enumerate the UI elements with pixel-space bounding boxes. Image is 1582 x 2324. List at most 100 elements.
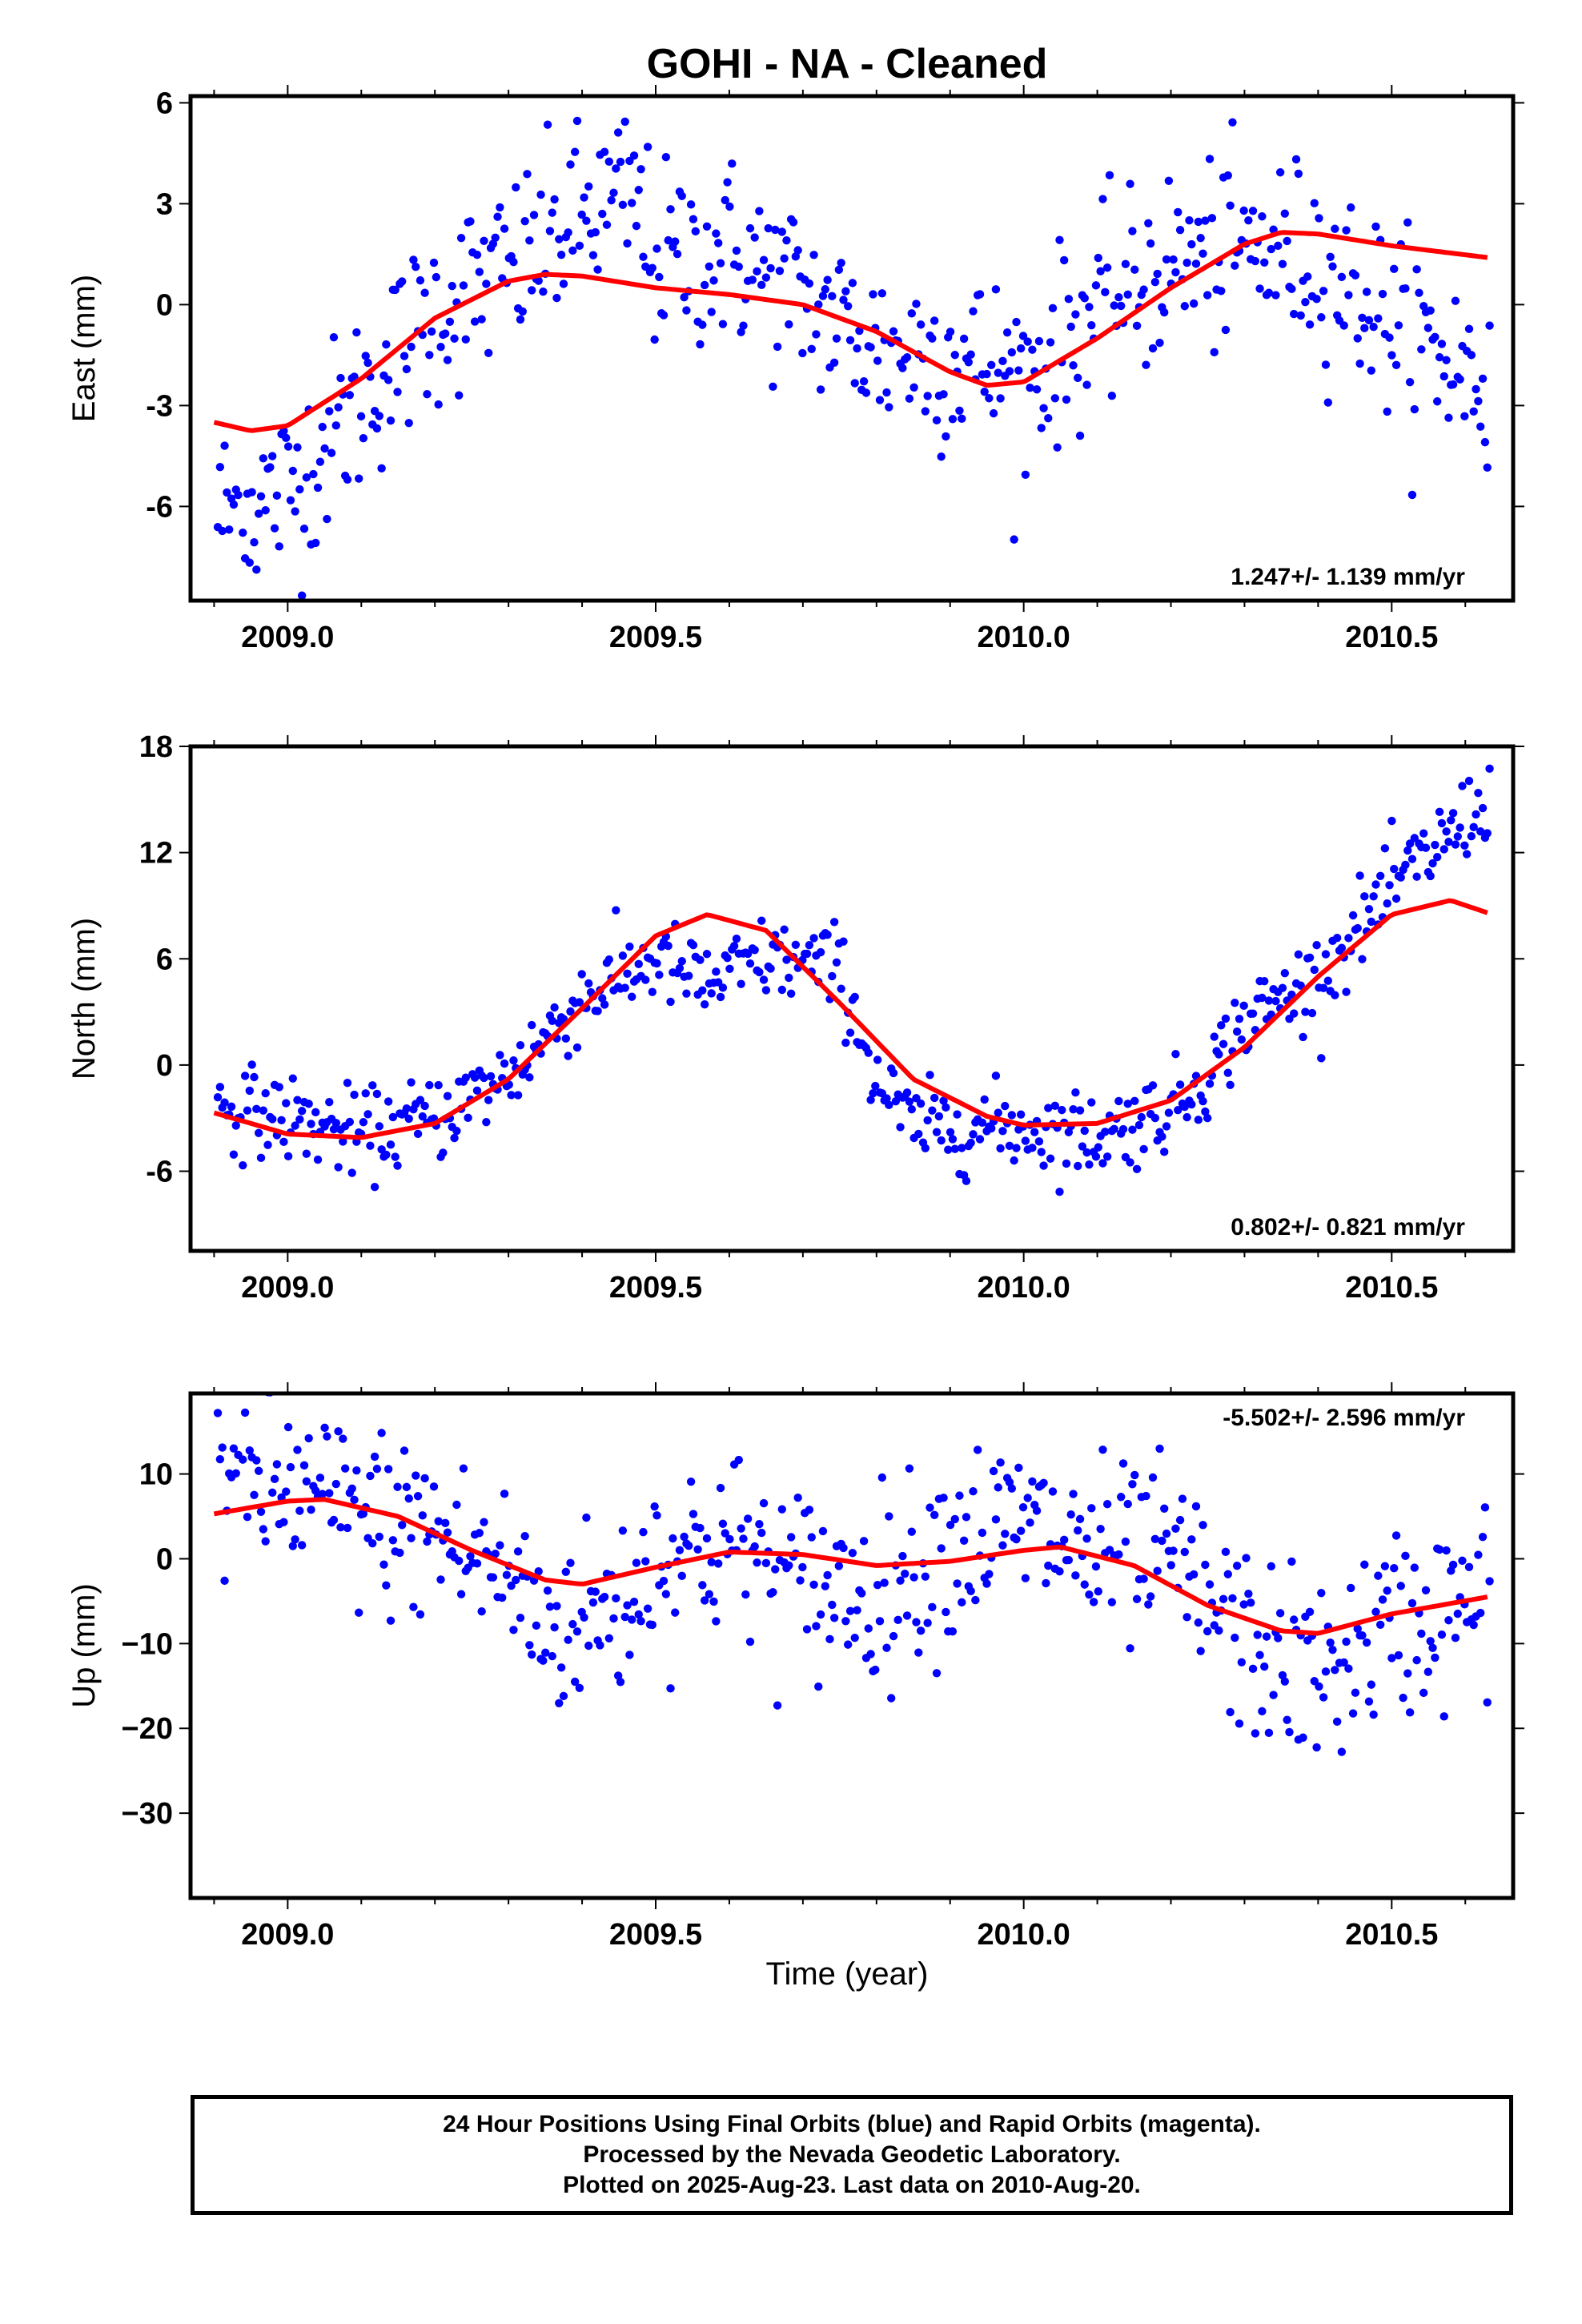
data-point — [1380, 1562, 1390, 1570]
data-point — [577, 970, 586, 979]
data-point — [698, 986, 707, 995]
data-point — [445, 317, 455, 326]
data-point — [1442, 1546, 1451, 1555]
data-point — [1271, 996, 1280, 1006]
data-point — [1347, 203, 1355, 212]
data-point — [582, 1513, 591, 1522]
data-point — [518, 307, 528, 316]
data-point — [295, 1115, 304, 1124]
data-point — [685, 1542, 693, 1550]
data-point — [1378, 289, 1387, 299]
data-point — [1412, 265, 1421, 274]
data-point — [982, 369, 991, 379]
data-point — [873, 356, 882, 365]
data-point — [1296, 981, 1305, 990]
data-point — [1428, 858, 1437, 868]
data-point — [1232, 1561, 1242, 1570]
data-point — [1355, 359, 1364, 368]
data-point — [270, 1474, 279, 1484]
data-point — [950, 1514, 959, 1524]
data-point — [873, 1581, 882, 1590]
data-point — [1405, 377, 1415, 387]
data-point — [1102, 1500, 1112, 1509]
data-point — [604, 157, 614, 167]
data-point — [315, 1474, 325, 1482]
data-point — [555, 1699, 564, 1707]
data-point — [1289, 309, 1299, 319]
data-point — [926, 1503, 934, 1512]
data-point — [491, 1549, 500, 1558]
x-tick-label: 2010.5 — [1345, 1271, 1438, 1305]
data-point — [789, 218, 798, 227]
data-point — [548, 1651, 556, 1661]
data-point — [1456, 375, 1464, 384]
data-point — [937, 1136, 946, 1145]
data-point — [691, 227, 700, 236]
data-point — [331, 421, 340, 430]
data-point — [1337, 943, 1347, 952]
data-point — [439, 1148, 448, 1157]
data-point — [1353, 334, 1362, 343]
data-point — [1237, 1035, 1247, 1044]
data-point — [1264, 288, 1274, 297]
data-point — [693, 1545, 702, 1554]
data-point — [1258, 212, 1267, 221]
data-point — [648, 1620, 656, 1630]
data-point — [785, 320, 793, 329]
data-point — [1369, 1710, 1378, 1719]
data-point — [1091, 281, 1101, 290]
data-point — [1023, 1494, 1032, 1502]
data-point — [1178, 1494, 1187, 1503]
data-point — [1074, 373, 1082, 383]
data-point — [591, 1587, 600, 1596]
data-point — [582, 216, 591, 225]
data-point — [618, 951, 628, 960]
data-point — [455, 391, 464, 400]
data-point — [939, 1096, 948, 1105]
data-point — [1171, 1524, 1180, 1533]
data-point — [823, 275, 832, 284]
data-point — [841, 287, 850, 296]
data-point — [841, 1617, 850, 1626]
data-point — [721, 195, 729, 205]
data-point — [643, 1604, 652, 1613]
data-point — [1458, 782, 1467, 790]
data-point — [828, 971, 837, 981]
data-point — [1201, 216, 1210, 225]
data-point — [1069, 1104, 1078, 1114]
data-point — [869, 1089, 877, 1098]
data-point — [1278, 1671, 1287, 1680]
data-point — [1044, 1561, 1053, 1570]
data-point — [1433, 397, 1442, 406]
data-point — [625, 1651, 634, 1659]
data-point — [432, 272, 441, 282]
data-point — [1469, 1620, 1478, 1630]
data-point — [1034, 1137, 1044, 1146]
data-point — [877, 289, 887, 298]
data-point — [718, 320, 728, 328]
data-point — [1094, 253, 1102, 263]
data-point — [1037, 424, 1046, 432]
data-point — [1239, 1600, 1248, 1609]
data-point — [948, 1626, 958, 1636]
data-point — [1221, 1547, 1231, 1557]
data-point — [1199, 1096, 1207, 1106]
data-point — [818, 292, 828, 300]
data-point — [718, 983, 728, 992]
data-point — [1203, 1626, 1212, 1636]
data-point — [1114, 293, 1123, 302]
data-point — [1442, 827, 1451, 836]
data-point — [443, 1092, 452, 1100]
data-point — [343, 1523, 352, 1533]
data-point — [648, 263, 656, 272]
data-point — [304, 1433, 313, 1443]
data-point — [339, 1434, 347, 1443]
data-point — [368, 1081, 377, 1090]
data-point — [745, 223, 755, 233]
data-point — [315, 457, 325, 466]
data-point — [1142, 1491, 1150, 1501]
data-point — [1016, 1110, 1026, 1119]
data-point — [1299, 1733, 1307, 1742]
data-point — [1437, 818, 1447, 828]
data-point — [548, 1016, 556, 1025]
